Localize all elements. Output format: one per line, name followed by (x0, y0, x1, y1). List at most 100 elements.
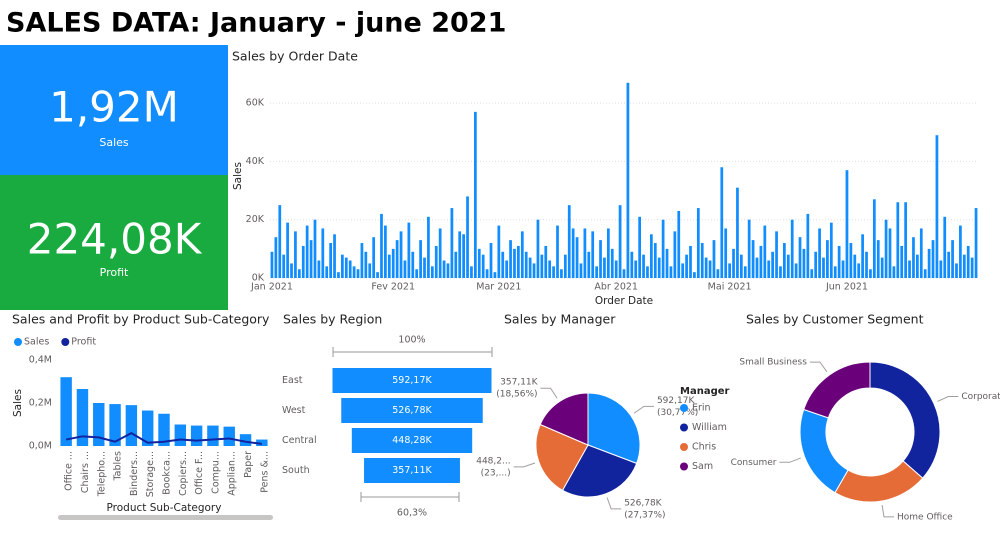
x-tick-label: Compu... (210, 451, 221, 494)
bar (626, 82, 630, 278)
bar (704, 257, 708, 278)
bar (606, 228, 610, 278)
bar (681, 263, 685, 278)
bar (775, 231, 778, 278)
bar (493, 272, 497, 278)
y-tick-label: 60K (246, 98, 265, 109)
bar (470, 266, 473, 278)
bar (438, 228, 442, 278)
bar (348, 260, 352, 278)
bar (759, 245, 763, 278)
bar (826, 240, 829, 278)
bar (916, 254, 919, 278)
bar (501, 251, 505, 278)
bar (430, 266, 434, 278)
leader-line (606, 497, 622, 510)
bar (869, 269, 872, 278)
pie-slice (587, 392, 641, 465)
bar (450, 208, 454, 278)
bar (724, 228, 728, 278)
line (65, 431, 262, 445)
profit-card (0, 175, 228, 310)
bar (544, 245, 548, 278)
x-tick-label: Bookca... (162, 451, 173, 495)
bar (563, 254, 567, 278)
bar (190, 425, 203, 446)
bar (736, 187, 739, 278)
donut-slice (803, 361, 871, 419)
leader-line (809, 361, 828, 373)
bar (853, 254, 857, 278)
bar (912, 237, 915, 278)
funnel-bar (341, 398, 483, 423)
bar (751, 240, 755, 278)
slice-label: Small Business (739, 358, 807, 368)
bar (642, 254, 645, 278)
bar (720, 167, 724, 278)
x-tick-label: Copiers... (178, 451, 189, 496)
x-tick-label: Jan 2021 (250, 282, 293, 293)
category-label: Central (282, 435, 317, 446)
bar (536, 219, 540, 278)
bar (278, 205, 282, 278)
y-tick-label: 0,4M (29, 355, 52, 366)
bar (442, 260, 446, 278)
bar (786, 254, 790, 278)
value-label: 526,78K (624, 498, 662, 508)
bar (614, 260, 618, 278)
x-tick-label: Abr 2021 (594, 282, 638, 293)
bar (892, 266, 896, 278)
bar (841, 260, 845, 278)
bar (634, 260, 638, 278)
bar (923, 269, 927, 278)
bar (466, 196, 469, 278)
bar (802, 248, 806, 278)
bar (739, 254, 743, 278)
bar (700, 243, 704, 278)
bar (798, 237, 802, 278)
bar (872, 199, 876, 278)
bar (693, 272, 696, 278)
bar (560, 269, 563, 278)
bar (384, 225, 387, 278)
y-tick-label: 40K (246, 156, 265, 167)
bar (333, 234, 336, 278)
bar (716, 269, 720, 278)
bar (520, 231, 524, 278)
bar (610, 248, 614, 278)
bar (207, 425, 219, 446)
bar (677, 210, 681, 278)
bar (728, 263, 731, 278)
bar (109, 404, 121, 446)
percent-label: (27,37%) (624, 510, 665, 520)
x-tick-label: Jun 2021 (825, 282, 868, 293)
bar (888, 228, 892, 278)
bar (962, 254, 966, 278)
bar (481, 254, 485, 278)
bar (489, 243, 493, 278)
bar (524, 251, 528, 278)
bar (158, 413, 170, 446)
leader-line (513, 462, 536, 468)
legend-label: Chris (692, 442, 716, 453)
scrollbar[interactable] (58, 515, 273, 520)
x-tick-label: Fev 2021 (371, 282, 415, 293)
bar (880, 257, 884, 278)
bar (646, 266, 649, 278)
bar (579, 263, 583, 278)
donut-slice (799, 408, 849, 494)
bar (837, 245, 841, 278)
bar (376, 272, 379, 278)
chart-title: Sales by Manager (504, 312, 616, 327)
bar (673, 231, 677, 278)
bar (931, 240, 935, 278)
bar (368, 263, 372, 278)
bar (321, 228, 325, 278)
bar (552, 266, 555, 278)
bar (93, 403, 105, 446)
y-tick-label: 20K (246, 214, 265, 225)
bar (939, 260, 943, 278)
bar (125, 405, 138, 446)
bar (380, 213, 383, 278)
bar (833, 266, 837, 278)
